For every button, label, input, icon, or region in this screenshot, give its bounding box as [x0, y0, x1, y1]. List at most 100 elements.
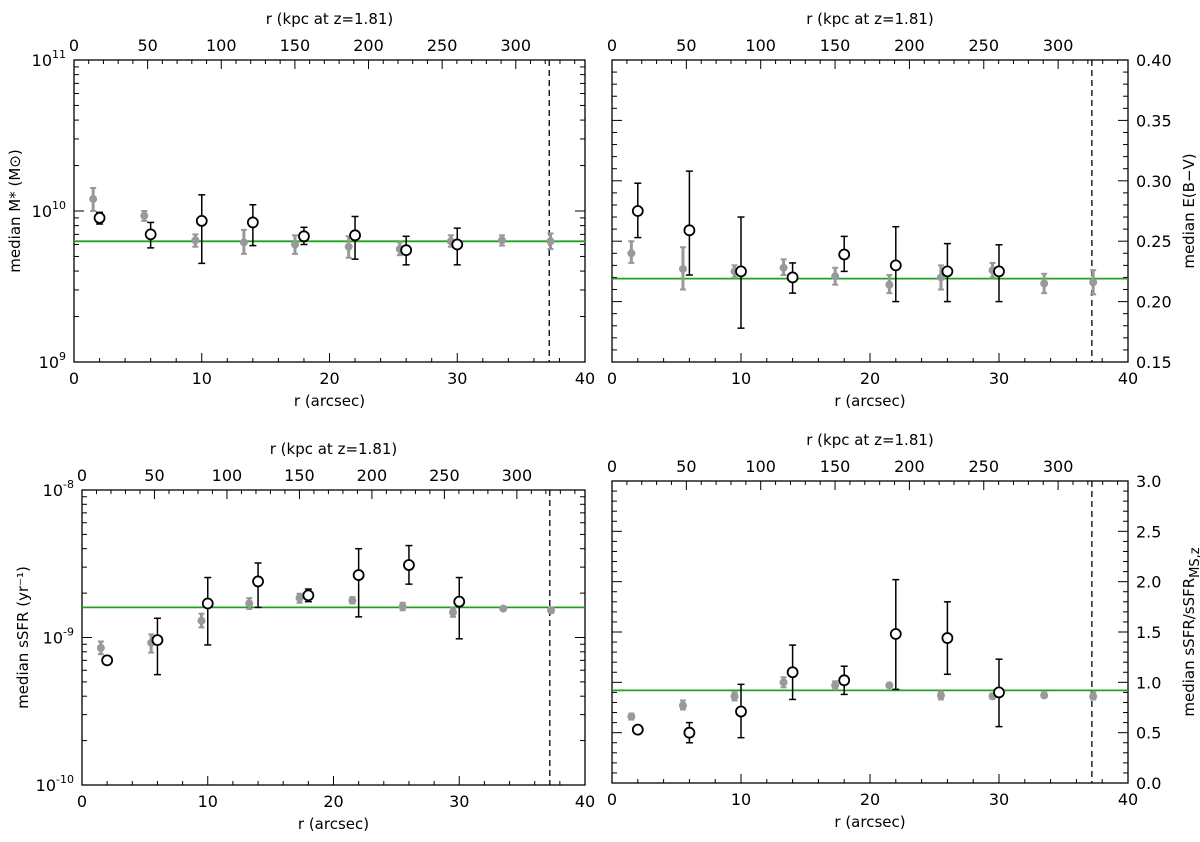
x2-tick-label: 200	[357, 466, 388, 485]
data-point	[678, 264, 687, 273]
y-tick-label: 10-8	[43, 478, 74, 500]
x2-tick-label: 300	[502, 466, 533, 485]
data-point	[101, 654, 114, 667]
data-point	[735, 705, 747, 718]
y-tick-label: 0.5	[1136, 724, 1161, 743]
data-point	[1089, 278, 1098, 287]
data-point	[786, 271, 799, 284]
data-point	[1040, 691, 1049, 700]
data-point	[546, 237, 555, 246]
data-point	[889, 259, 902, 272]
data-point	[349, 229, 361, 242]
data-point	[993, 265, 1005, 278]
x2-tick-label: 300	[1043, 457, 1074, 476]
x-tick-label: 20	[323, 792, 343, 811]
data-point	[831, 681, 840, 690]
x-tick-label: 0	[607, 790, 617, 809]
data-point	[838, 674, 851, 687]
data-point	[831, 272, 840, 281]
x2-tick-label: 100	[212, 466, 243, 485]
x2-tick-label: 150	[284, 466, 315, 485]
x2-tick-label: 150	[820, 457, 851, 476]
x2-tick-label: 250	[968, 36, 999, 55]
x2-tick-label: 0	[69, 36, 79, 55]
panel-2: 0 10 20 30 40 0 50 100 150 200 250 300 r (arcsec) r (…	[607, 10, 1198, 410]
x2-tick-label: 300	[1043, 36, 1074, 55]
data-point	[298, 230, 310, 243]
data-point	[400, 244, 413, 257]
y-axis-label: median sSFR (yr⁻¹)	[14, 566, 32, 709]
data-point	[302, 589, 315, 602]
data-point	[779, 263, 788, 272]
y-tick-label: 1.5	[1136, 623, 1161, 642]
y-tick-label: 0.0	[1136, 774, 1161, 793]
y-tick-label: 2.5	[1136, 522, 1161, 541]
data-point	[779, 678, 788, 687]
data-point	[889, 628, 902, 640]
x-tick-label: 30	[447, 369, 467, 388]
x2-tick-label: 300	[501, 36, 532, 55]
data-point	[252, 575, 264, 588]
y-tick-label: 3.0	[1136, 472, 1161, 491]
y-tick-label: 0.20	[1136, 293, 1172, 312]
series-2	[93, 194, 464, 266]
x-axis-label: r (arcsec)	[834, 392, 905, 410]
data-point	[239, 238, 248, 247]
data-point	[96, 643, 105, 652]
data-point	[627, 712, 636, 721]
data-point	[201, 597, 214, 610]
x-tick-label: 30	[989, 369, 1009, 388]
data-point	[941, 632, 954, 644]
data-point	[627, 249, 636, 258]
x2-tick-label: 200	[353, 36, 384, 55]
x-tick-label: 10	[731, 790, 751, 809]
data-point	[936, 273, 945, 282]
series-1	[96, 592, 556, 656]
x-axis-label: r (arcsec)	[294, 392, 365, 410]
y-tick-label: 1.0	[1136, 673, 1161, 692]
y-axis-label: median M* (M⊙)	[6, 149, 24, 272]
x-tick-label: 40	[1118, 369, 1138, 388]
data-point	[191, 236, 200, 245]
panel-3: 0 10 20 30 40 0 50 100 150 200 250 300 r (arcsec) r (…	[14, 440, 595, 833]
x2-tick-label: 250	[429, 466, 460, 485]
x-tick-label: 40	[575, 792, 595, 811]
data-point	[730, 692, 739, 701]
x2-tick-label: 250	[968, 457, 999, 476]
x2-tick-label: 0	[607, 457, 617, 476]
x-tick-label: 40	[575, 369, 595, 388]
data-point	[678, 701, 687, 710]
x-tick-label: 10	[731, 369, 751, 388]
x2-tick-label: 150	[820, 36, 851, 55]
x2-tick-label: 50	[137, 36, 157, 55]
series-2	[101, 544, 466, 676]
x-tick-label: 10	[198, 792, 218, 811]
y-tick-label: 0.15	[1136, 353, 1172, 372]
x-tick-label: 0	[77, 792, 87, 811]
data-point	[448, 608, 457, 617]
data-point	[398, 602, 407, 611]
x2-tick-label: 50	[144, 466, 164, 485]
data-point	[295, 594, 304, 603]
x-tick-label: 30	[989, 790, 1009, 809]
series-1	[89, 187, 555, 259]
data-point	[144, 228, 157, 241]
x2-tick-label: 100	[206, 36, 237, 55]
x-tick-label: 20	[860, 790, 880, 809]
data-point	[246, 216, 259, 229]
y-axis-label: median E(B−V)	[1180, 153, 1198, 268]
x2-tick-label: 200	[894, 36, 925, 55]
data-point	[631, 205, 644, 217]
x-tick-label: 20	[860, 369, 880, 388]
x-tick-label: 40	[1118, 790, 1138, 809]
data-point	[1089, 692, 1098, 701]
data-point	[451, 238, 464, 251]
data-point	[245, 599, 254, 608]
x2-tick-label: 100	[745, 36, 776, 55]
data-point	[936, 691, 945, 700]
data-point	[151, 634, 164, 647]
x-axis-label: r (arcsec)	[834, 813, 905, 831]
y-tick-label: 0.40	[1136, 51, 1172, 70]
data-point	[993, 686, 1005, 699]
